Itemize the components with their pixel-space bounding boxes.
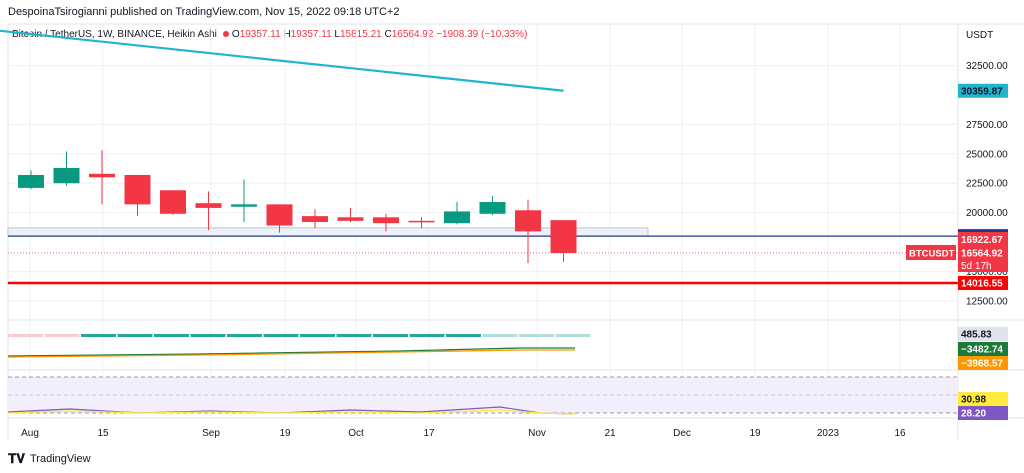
candle-body bbox=[124, 174, 151, 205]
currency-label: USDT bbox=[966, 30, 993, 41]
histogram-bar bbox=[409, 334, 445, 337]
symbol-tag bbox=[906, 245, 956, 260]
indicator1-tag-label: 485.83 bbox=[961, 330, 992, 341]
indicator1-tag-label: −3968.57 bbox=[961, 359, 1003, 370]
price-tick-label: 12500.00 bbox=[966, 296, 1008, 307]
histogram-bar bbox=[154, 334, 189, 337]
candle-body bbox=[337, 217, 364, 221]
candle-body bbox=[195, 203, 222, 208]
oscillator-signal-line bbox=[7, 409, 576, 415]
time-tick-label: 16 bbox=[894, 428, 906, 439]
histogram-bar bbox=[8, 334, 43, 337]
close-value: 16564.92 bbox=[391, 29, 434, 40]
histogram-bar bbox=[227, 334, 262, 337]
indicator2-tag bbox=[958, 406, 1008, 420]
trendline-tag-label: 30359.87 bbox=[961, 86, 1003, 97]
ask-price-label: 16922.67 bbox=[961, 235, 1003, 246]
histogram-bar bbox=[81, 334, 116, 337]
candle-body bbox=[550, 220, 577, 253]
histogram-bar bbox=[446, 334, 481, 337]
time-tick-label: 2023 bbox=[817, 428, 840, 439]
indicator1-tag-label: −3482.74 bbox=[961, 345, 1003, 356]
candle-body bbox=[373, 217, 399, 224]
time-tick-label: Dec bbox=[673, 428, 691, 439]
level-tag bbox=[958, 275, 1008, 290]
countdown-label: 5d 17h bbox=[961, 261, 992, 272]
low-value: 15815.21 bbox=[339, 29, 382, 40]
time-tick-label: 21 bbox=[604, 428, 616, 439]
change-value: −1908.39 (−10.33%) bbox=[436, 29, 528, 40]
candle-body bbox=[231, 204, 257, 207]
time-tick-label: Sep bbox=[202, 428, 220, 439]
footer: 𝐓𝐕 TradingView bbox=[8, 451, 91, 467]
indicator2-tag-label: 28.20 bbox=[961, 409, 986, 420]
histogram-bar bbox=[519, 334, 554, 337]
indicator2-tag bbox=[958, 392, 1008, 406]
price-tick-label: 32500.00 bbox=[966, 61, 1008, 72]
indicator1-tag bbox=[958, 342, 1008, 356]
price-tick-label: 27500.00 bbox=[966, 120, 1008, 131]
time-tick-label: 17 bbox=[423, 428, 435, 439]
time-tick-label: 15 bbox=[97, 428, 109, 439]
candle-body bbox=[18, 174, 44, 188]
candle-body bbox=[479, 202, 506, 214]
indicator-line-2 bbox=[7, 349, 575, 358]
time-tick-label: 19 bbox=[279, 428, 291, 439]
indicator1-tag bbox=[958, 327, 1008, 341]
descending-trendline bbox=[0, 29, 564, 92]
price-tick-label: 15000.00 bbox=[966, 267, 1008, 278]
histogram-bar bbox=[373, 334, 408, 337]
price-tick-label: 20000.00 bbox=[966, 208, 1008, 219]
candle-body bbox=[160, 190, 186, 214]
candle-body bbox=[302, 216, 328, 223]
histogram-bar bbox=[482, 334, 518, 337]
candle-body bbox=[515, 210, 541, 232]
candle-body bbox=[89, 173, 115, 178]
candle-body bbox=[266, 204, 293, 226]
open-label: O bbox=[231, 29, 240, 40]
histogram-bar bbox=[263, 334, 299, 337]
high-label: H bbox=[283, 29, 291, 40]
histogram-bar bbox=[336, 334, 372, 337]
time-tick-label: Aug bbox=[21, 428, 39, 439]
open-value: 19357.11 bbox=[239, 29, 281, 40]
histogram-bar bbox=[44, 334, 80, 337]
trendline-tag bbox=[958, 83, 1008, 98]
candle-body bbox=[53, 167, 80, 184]
candle-body bbox=[408, 220, 435, 223]
symbol-tag-label: BTCUSDT bbox=[909, 249, 955, 260]
close-label: C bbox=[384, 29, 392, 40]
price-tick-label: 25000.00 bbox=[966, 149, 1008, 160]
price-tick-label: 22500.00 bbox=[966, 179, 1008, 190]
histogram-bar bbox=[300, 334, 335, 337]
indicator1-tag bbox=[958, 356, 1008, 370]
histogram-bar bbox=[190, 334, 226, 337]
status-dot-icon bbox=[222, 31, 229, 38]
candle-body bbox=[444, 211, 470, 224]
high-value: 19357.11 bbox=[290, 29, 332, 40]
time-tick-label: Oct bbox=[348, 428, 364, 439]
price-tag bbox=[958, 232, 1008, 272]
symbol-legend: Bitcoin / TetherUS, 1W, BINANCE, Heikin … bbox=[12, 29, 527, 40]
current-price-label: 16564.92 bbox=[961, 249, 1003, 260]
indicator-line-1 bbox=[7, 347, 575, 357]
symbol-name[interactable]: Bitcoin / TetherUS, 1W, BINANCE, Heikin … bbox=[12, 29, 217, 40]
histogram-bar bbox=[117, 334, 153, 337]
footer-brand: TradingView bbox=[30, 453, 91, 465]
time-tick-label: Nov bbox=[528, 428, 546, 439]
level-tag-label: 14016.55 bbox=[961, 278, 1003, 289]
low-label: L bbox=[334, 29, 340, 40]
time-tick-label: 19 bbox=[749, 428, 761, 439]
tradingview-logo-icon[interactable]: 𝐓𝐕 bbox=[8, 451, 25, 466]
indicator2-tag-label: 30.98 bbox=[961, 395, 986, 406]
histogram-bar bbox=[555, 334, 591, 337]
publisher-line: DespoinaTsirogianni published on Trading… bbox=[8, 6, 400, 18]
oscillator-line bbox=[7, 406, 576, 415]
